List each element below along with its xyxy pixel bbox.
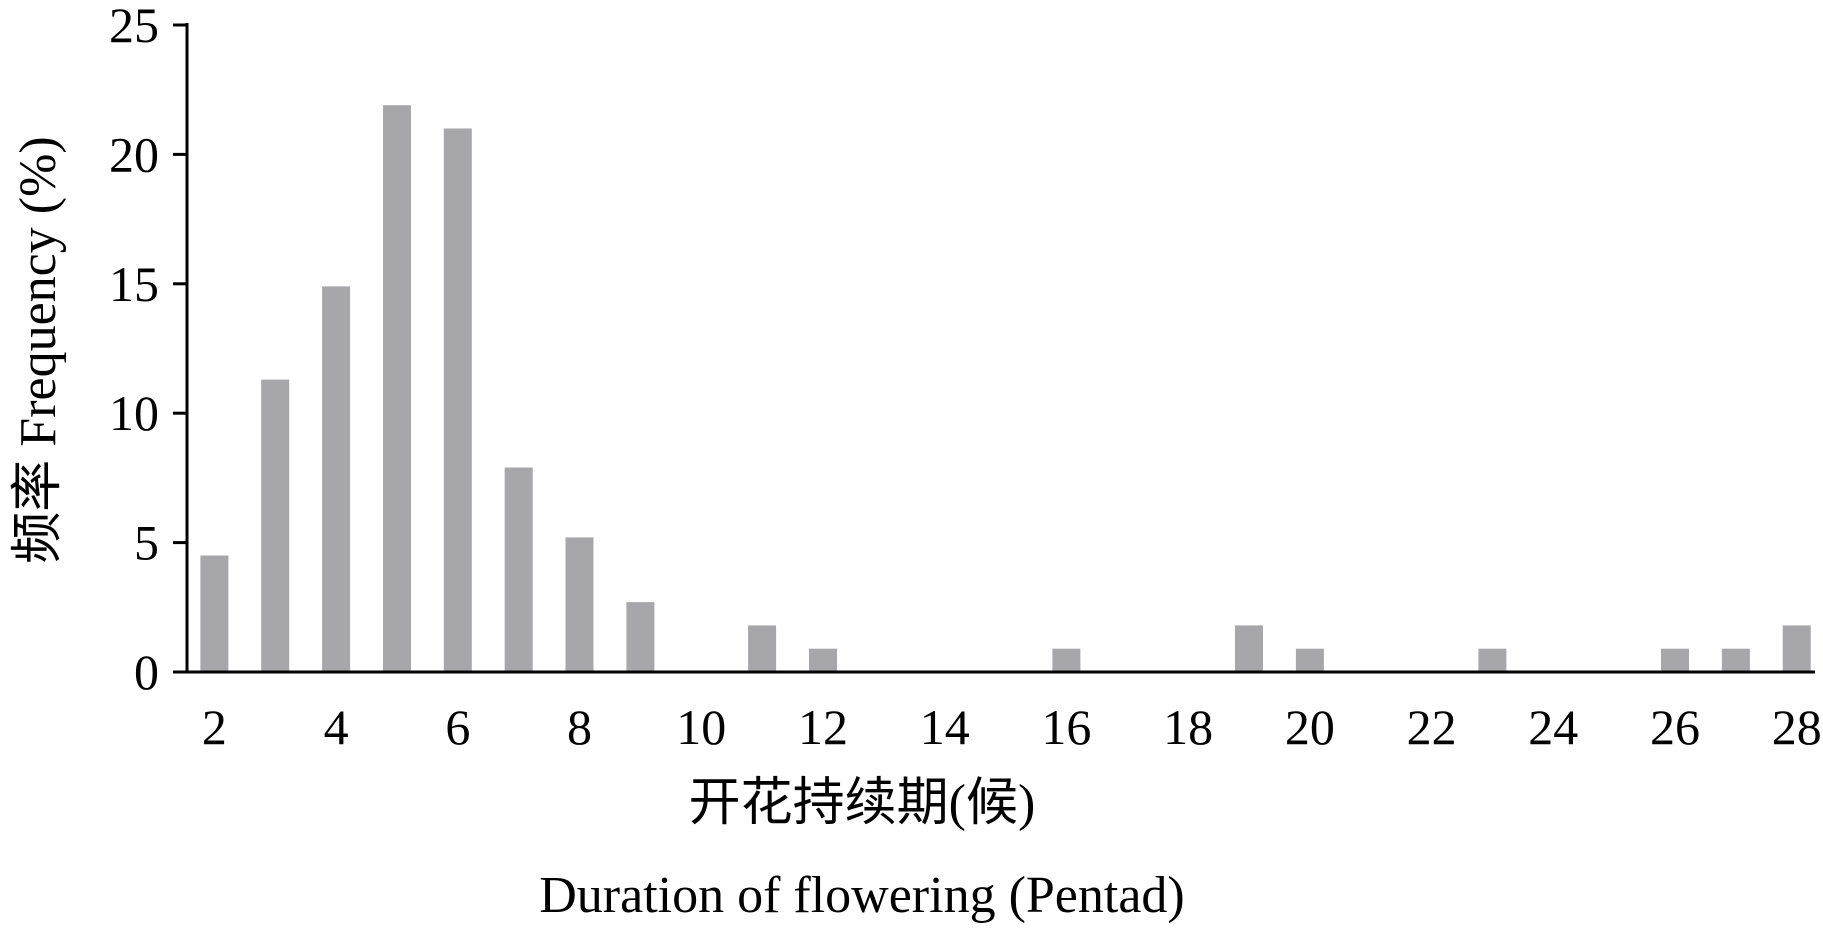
bar-8 [565, 537, 594, 672]
bar-9 [626, 602, 655, 672]
bar-7 [504, 467, 533, 672]
x-tick-label-24: 24 [1528, 699, 1578, 755]
x-tick-label-26: 26 [1650, 699, 1700, 755]
bar-28 [1782, 625, 1811, 672]
y-tick-label-15: 15 [109, 256, 159, 312]
y-axis-title: 频率 Frequency (%) [10, 136, 67, 563]
y-tick-label-0: 0 [134, 644, 159, 700]
y-tick-label-10: 10 [109, 385, 159, 441]
x-axis-title-chinese: 开花持续期(候) [689, 775, 1036, 832]
x-tick-label-8: 8 [567, 699, 592, 755]
x-tick-label-12: 12 [798, 699, 848, 755]
y-tick-label-25: 25 [109, 0, 159, 53]
bar-12 [809, 648, 837, 672]
bar-11 [748, 625, 777, 672]
bar-27 [1721, 648, 1750, 672]
bar-23 [1478, 648, 1507, 672]
x-tick-label-6: 6 [445, 699, 470, 755]
x-tick-label-4: 4 [324, 699, 349, 755]
bar-16 [1052, 648, 1081, 672]
bars-group [200, 105, 1811, 672]
x-tick-label-28: 28 [1772, 699, 1822, 755]
axes-group [185, 23, 1815, 674]
bar-6 [443, 128, 472, 672]
y-tick-label-20: 20 [109, 126, 159, 182]
bar-26 [1661, 648, 1689, 672]
x-tick-label-20: 20 [1285, 699, 1335, 755]
y-ticks-group: 0 5 10 15 20 25 [109, 0, 187, 700]
x-tick-label-18: 18 [1163, 699, 1213, 755]
x-ticks-group: 2 4 6 8 10 12 14 16 18 20 22 24 26 28 [202, 699, 1822, 755]
bar-20 [1295, 648, 1324, 672]
bar-5 [383, 105, 411, 672]
bar-3 [261, 379, 290, 672]
y-tick-label-5: 5 [134, 515, 159, 571]
x-tick-label-22: 22 [1407, 699, 1457, 755]
x-tick-label-16: 16 [1041, 699, 1091, 755]
x-tick-label-10: 10 [676, 699, 726, 755]
x-tick-label-14: 14 [920, 699, 970, 755]
bar-19 [1235, 625, 1263, 672]
x-tick-label-2: 2 [202, 699, 227, 755]
bar-4 [322, 286, 351, 672]
bar-2 [200, 555, 229, 672]
x-axis-title-english: Duration of flowering (Pentad) [539, 867, 1184, 924]
